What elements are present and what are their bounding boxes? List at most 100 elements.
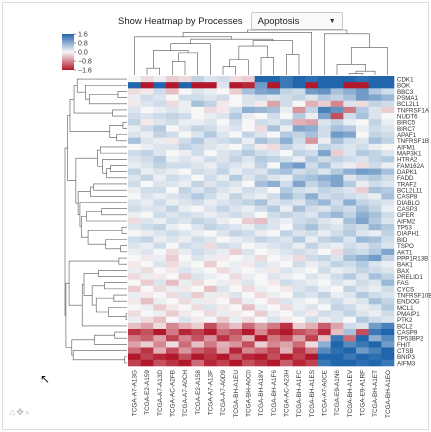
heatmap-cell[interactable] — [128, 335, 141, 342]
heatmap-cell[interactable] — [292, 162, 306, 169]
heatmap-cell[interactable] — [318, 150, 331, 157]
heatmap-cell[interactable] — [216, 82, 230, 89]
heatmap-cell[interactable] — [229, 359, 243, 367]
heatmap-cell[interactable] — [343, 298, 357, 305]
heatmap-cell[interactable] — [318, 248, 331, 256]
heatmap-cell[interactable] — [216, 267, 230, 274]
heatmap-cell[interactable] — [242, 310, 255, 317]
heatmap-cell[interactable] — [254, 304, 268, 311]
heatmap-cell[interactable] — [305, 88, 319, 95]
heatmap-cell[interactable] — [267, 211, 281, 219]
heatmap-cell[interactable] — [216, 187, 230, 194]
heatmap-cell[interactable] — [330, 279, 344, 287]
heatmap-cell[interactable] — [178, 137, 192, 145]
heatmap-cell[interactable] — [343, 168, 357, 176]
heatmap-cell[interactable] — [368, 174, 382, 182]
heatmap-cell[interactable] — [216, 242, 230, 250]
heatmap-cell[interactable] — [381, 143, 395, 151]
heatmap-cell[interactable] — [356, 224, 369, 231]
heatmap-cell[interactable] — [140, 316, 154, 324]
heatmap-cell[interactable] — [343, 156, 357, 163]
heatmap-cell[interactable] — [140, 211, 154, 219]
heatmap-cell[interactable] — [140, 174, 154, 182]
heatmap-cell[interactable] — [330, 143, 344, 151]
heatmap-cell[interactable] — [368, 359, 382, 367]
heatmap-cell[interactable] — [128, 353, 141, 361]
heatmap-cell[interactable] — [216, 205, 230, 213]
heatmap-cell[interactable] — [153, 285, 167, 293]
heatmap-cell[interactable] — [153, 359, 167, 367]
heatmap-cell[interactable] — [343, 248, 357, 256]
heatmap-cell[interactable] — [318, 162, 331, 169]
heatmap-cell[interactable] — [343, 291, 357, 299]
heatmap-cell[interactable] — [191, 267, 205, 274]
heatmap-cell[interactable] — [178, 304, 192, 311]
heatmap-cell[interactable] — [280, 174, 293, 182]
heatmap-cell[interactable] — [305, 143, 319, 151]
heatmap-cell[interactable] — [229, 347, 243, 354]
heatmap-cell[interactable] — [368, 341, 382, 348]
heatmap-cell[interactable] — [381, 304, 395, 311]
heatmap-cell[interactable] — [178, 316, 192, 324]
heatmap-cell[interactable] — [254, 285, 268, 293]
heatmap-cell[interactable] — [140, 76, 154, 83]
heatmap-cell[interactable] — [343, 267, 357, 274]
heatmap-cell[interactable] — [178, 162, 192, 169]
heatmap-cell[interactable] — [166, 205, 179, 213]
heatmap-cell[interactable] — [318, 236, 331, 243]
heatmap-cell[interactable] — [191, 150, 205, 157]
heatmap-cell[interactable] — [343, 353, 357, 361]
heatmap-cell[interactable] — [267, 236, 281, 243]
heatmap-cell[interactable] — [330, 304, 344, 311]
heatmap-cell[interactable] — [178, 298, 192, 305]
heatmap-cell[interactable] — [166, 298, 179, 305]
heatmap-cell[interactable] — [318, 168, 331, 176]
heatmap-cell[interactable] — [128, 316, 141, 324]
heatmap-cell[interactable] — [267, 273, 281, 280]
heatmap-cell[interactable] — [128, 224, 141, 231]
heatmap-cell[interactable] — [140, 242, 154, 250]
heatmap-cell[interactable] — [178, 359, 192, 367]
heatmap-cell[interactable] — [191, 322, 205, 330]
heatmap-cell[interactable] — [229, 279, 243, 287]
heatmap-cell[interactable] — [343, 180, 357, 188]
heatmap-cell[interactable] — [381, 224, 395, 231]
heatmap-cell[interactable] — [330, 298, 344, 305]
heatmap-cell[interactable] — [343, 119, 357, 126]
heatmap-cell[interactable] — [343, 328, 357, 336]
heatmap-cell[interactable] — [191, 224, 205, 231]
heatmap-cell[interactable] — [153, 131, 167, 138]
heatmap-cell[interactable] — [305, 273, 319, 280]
heatmap-cell[interactable] — [343, 205, 357, 213]
heatmap-cell[interactable] — [368, 335, 382, 342]
heatmap-cell[interactable] — [153, 82, 167, 89]
heatmap-cell[interactable] — [254, 88, 268, 95]
heatmap-cell[interactable] — [254, 131, 268, 138]
heatmap-cell[interactable] — [229, 180, 243, 188]
heatmap-cell[interactable] — [140, 88, 154, 95]
heatmap-cell[interactable] — [216, 335, 230, 342]
heatmap-cell[interactable] — [368, 291, 382, 299]
heatmap-cell[interactable] — [242, 298, 255, 305]
heatmap-cell[interactable] — [128, 267, 141, 274]
heatmap-cell[interactable] — [267, 267, 281, 274]
heatmap-cell[interactable] — [229, 187, 243, 194]
heatmap-cell[interactable] — [267, 261, 281, 268]
heatmap-cell[interactable] — [229, 341, 243, 348]
heatmap-cell[interactable] — [128, 106, 141, 114]
heatmap-cell[interactable] — [343, 174, 357, 182]
heatmap-cell[interactable] — [305, 298, 319, 305]
heatmap-cell[interactable] — [381, 328, 395, 336]
heatmap-cell[interactable] — [153, 261, 167, 268]
heatmap-cell[interactable] — [191, 217, 205, 225]
heatmap-cell[interactable] — [381, 162, 395, 169]
heatmap-cell[interactable] — [356, 285, 369, 293]
heatmap-cell[interactable] — [318, 180, 331, 188]
heatmap-cell[interactable] — [229, 82, 243, 89]
heatmap-cell[interactable] — [153, 193, 167, 200]
heatmap-cell[interactable] — [318, 174, 331, 182]
heatmap-cell[interactable] — [128, 113, 141, 120]
heatmap-cell[interactable] — [191, 310, 205, 317]
heatmap-cell[interactable] — [381, 168, 395, 176]
heatmap-cell[interactable] — [381, 359, 395, 367]
